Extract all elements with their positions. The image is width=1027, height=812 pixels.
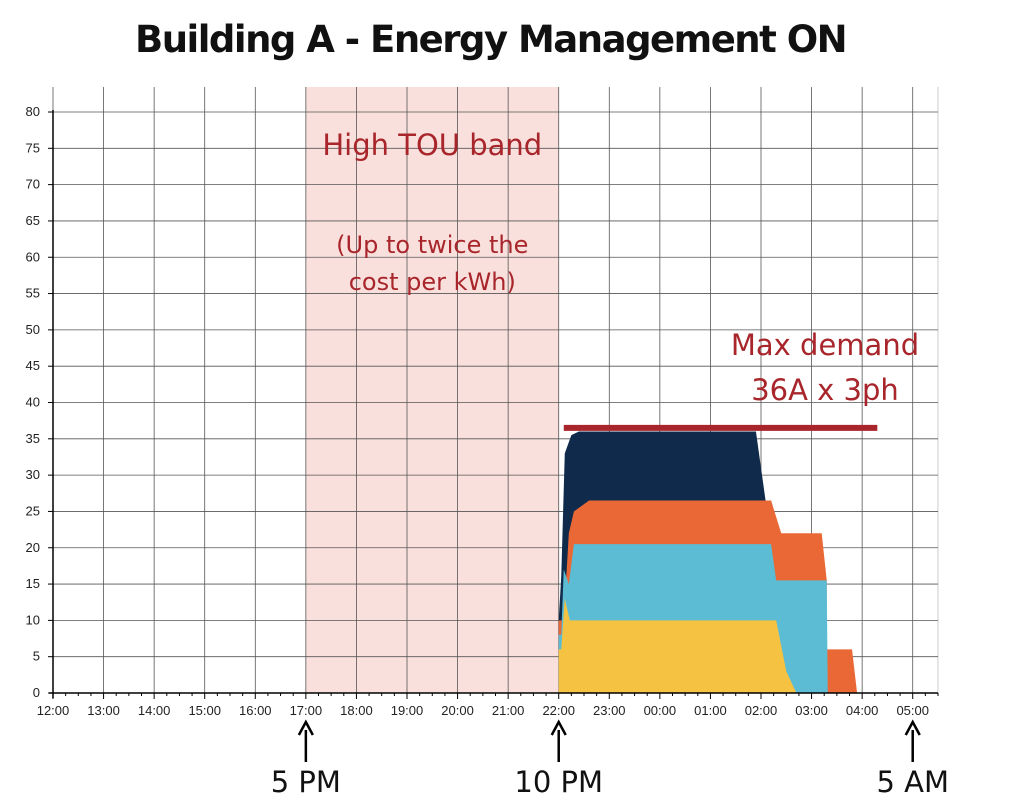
x-tick-label: 17:00 (290, 703, 323, 718)
max-demand-value-label: 36A x 3ph (751, 373, 899, 407)
tou-band-sublabel: (Up to twice the (336, 231, 528, 259)
y-tick-label: 25 (26, 503, 40, 518)
series-area-yellow (558, 598, 797, 693)
x-tick-label: 01:00 (694, 703, 727, 718)
tou-band (305, 87, 559, 693)
marker-arrow-head (550, 719, 567, 736)
y-tick-label: 50 (26, 322, 40, 337)
y-tick-label: 70 (26, 177, 40, 192)
y-tick-label: 65 (26, 213, 40, 228)
tou-band-label: High TOU band (322, 128, 542, 162)
time-marker-label: 5 AM (876, 765, 949, 799)
y-tick-label: 5 (33, 649, 40, 664)
x-tick-label: 16:00 (239, 703, 272, 718)
y-tick-label: 40 (26, 395, 40, 410)
x-tick-label: 13:00 (87, 703, 120, 718)
x-tick-label: 00:00 (644, 703, 677, 718)
x-tick-label: 03:00 (795, 703, 828, 718)
y-tick-label: 10 (26, 612, 40, 627)
x-tick-label: 14:00 (138, 703, 171, 718)
marker-arrow-head (904, 719, 921, 736)
y-tick-label: 80 (26, 104, 40, 119)
x-tick-label: 12:00 (37, 703, 70, 718)
y-tick-label: 45 (26, 358, 40, 373)
x-tick-label: 21:00 (492, 703, 525, 718)
y-tick-label: 30 (26, 467, 40, 482)
y-tick-label: 35 (26, 431, 40, 446)
x-tick-label: 04:00 (846, 703, 879, 718)
tou-band-sublabel: cost per kWh) (349, 268, 516, 296)
y-tick-label: 15 (26, 576, 40, 591)
marker-arrow-head (297, 719, 314, 736)
y-tick-label: 75 (26, 140, 40, 155)
x-tick-label: 18:00 (340, 703, 373, 718)
x-tick-label: 02:00 (745, 703, 778, 718)
time-marker-label: 10 PM (514, 765, 603, 799)
chart-title: Building A - Energy Management ON (135, 18, 846, 61)
y-tick-label: 0 (33, 685, 40, 700)
x-tick-label: 20:00 (441, 703, 474, 718)
x-tick-label: 19:00 (391, 703, 424, 718)
x-tick-label: 22:00 (542, 703, 575, 718)
max-demand-label: Max demand (731, 328, 919, 362)
y-tick-label: 20 (26, 540, 40, 555)
x-tick-label: 15:00 (188, 703, 221, 718)
y-tick-label: 60 (26, 249, 40, 264)
x-tick-label: 23:00 (593, 703, 626, 718)
time-marker-label: 5 PM (271, 765, 341, 799)
x-tick-label: 05:00 (896, 703, 929, 718)
y-tick-label: 55 (26, 286, 40, 301)
plot-area: 0 5 10 15 20 25 30 35 40 45 50 55 60 65 70 75 80 12:00 13:… (26, 87, 949, 799)
